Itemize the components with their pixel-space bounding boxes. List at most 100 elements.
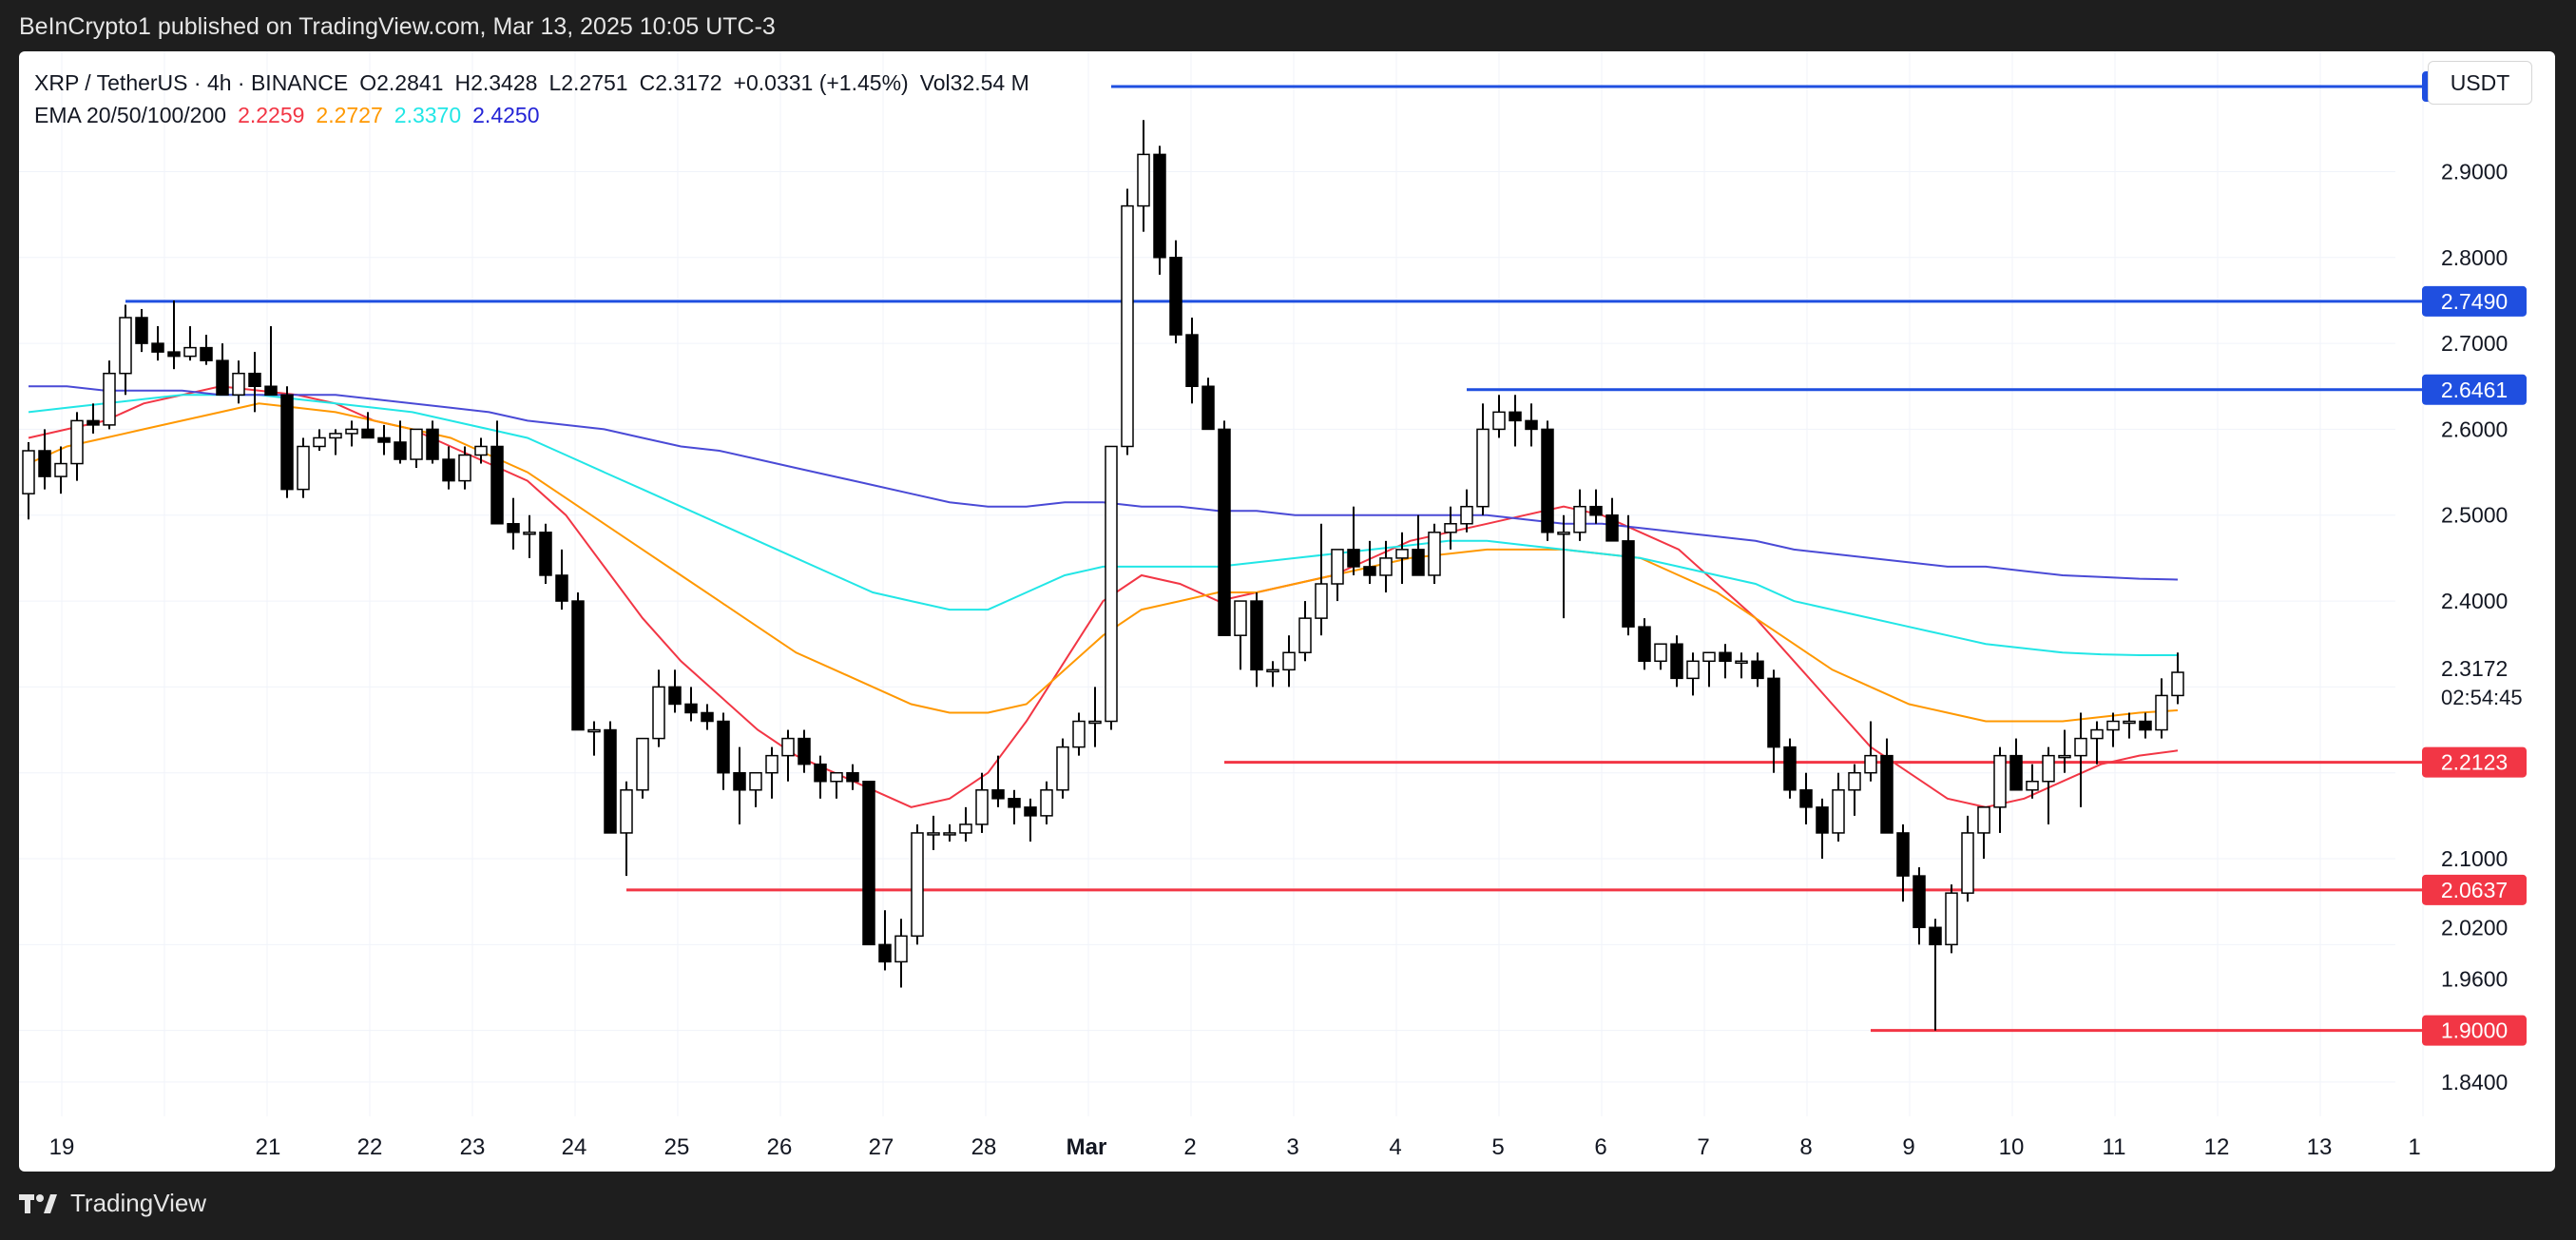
current-price-label: 2.3172 — [2441, 656, 2508, 681]
candle-up — [1702, 651, 1716, 663]
candle-down — [2009, 754, 2023, 791]
candle-up — [1654, 643, 1667, 663]
candle-up — [1282, 651, 1296, 671]
candle-up — [830, 771, 843, 783]
low-value: L2.2751 — [548, 69, 628, 95]
candle-down — [1670, 643, 1683, 680]
level-label-bg — [2422, 285, 2527, 317]
level-label-text: 2.6461 — [2441, 378, 2508, 402]
horizontal-levels — [125, 85, 2435, 1033]
support-level-label: 2.2123 — [2422, 746, 2527, 778]
high-value: H2.3428 — [454, 69, 538, 95]
currency-button[interactable]: USDT — [2428, 61, 2532, 105]
support-level-label: 1.9000 — [2422, 1015, 2527, 1046]
candle-up — [1266, 668, 1279, 673]
ema100-value: 2.3370 — [394, 102, 462, 127]
ema20-value: 2.2259 — [238, 102, 305, 127]
time-axis: 19 21 22 23 24 25 26 27 28 Mar 2 3 4 5 6 7 8 9 10 11 12 13 1 — [49, 1134, 2421, 1160]
time-tick: 6 — [1594, 1134, 1606, 1160]
candle-up — [1137, 153, 1150, 207]
candle-up — [458, 454, 471, 482]
candle-up — [1315, 583, 1328, 619]
chart-panel[interactable]: 2.9000 2.8000 2.7000 2.6000 2.5000 2.4000 2.10… — [19, 51, 2555, 1172]
candle-down — [1525, 419, 1538, 431]
candle-up — [1379, 557, 1393, 576]
candle-up — [1864, 754, 1877, 774]
candle-down — [38, 450, 51, 477]
candle-down — [862, 780, 875, 946]
candle-up — [410, 428, 423, 460]
candle-up — [2042, 754, 2055, 783]
candle-up — [943, 832, 956, 836]
candle-up — [1993, 754, 2007, 808]
candle-down — [1638, 626, 1651, 663]
candle-up — [959, 823, 972, 834]
level-label-text: 2.7490 — [2441, 289, 2508, 314]
time-tick: 3 — [1286, 1134, 1298, 1160]
time-tick: 28 — [971, 1134, 997, 1160]
support-level-label: 2.0637 — [2422, 874, 2527, 905]
candle-up — [297, 445, 310, 491]
price-chart[interactable]: 2.9000 2.8000 2.7000 2.6000 2.5000 2.4000 2.10… — [19, 51, 2555, 1172]
price-tick: 2.0200 — [2441, 915, 2508, 940]
candle-up — [1298, 617, 1312, 654]
candle-down — [2139, 720, 2152, 731]
candle-down — [151, 342, 164, 353]
candle-down — [507, 523, 520, 533]
candle-up — [474, 445, 488, 456]
ema-label: EMA 20/50/100/200 — [34, 102, 227, 127]
candle-up — [1832, 789, 1845, 834]
level-label-text: 2.0637 — [2441, 878, 2508, 902]
candle-up — [2074, 737, 2087, 757]
candle-up — [2155, 694, 2168, 731]
time-tick: 23 — [460, 1134, 486, 1160]
candle-down — [814, 763, 827, 783]
candle-up — [911, 832, 924, 938]
resistance-level-label: 2.6461 — [2422, 374, 2527, 405]
time-tick: 21 — [256, 1134, 281, 1160]
tradingview-logo-icon — [19, 1193, 57, 1213]
candle-down — [200, 346, 213, 361]
candle-down — [1201, 385, 1215, 431]
candle-down — [377, 436, 391, 443]
candle-up — [232, 372, 245, 397]
candle-up — [927, 832, 940, 836]
candle-up — [1848, 771, 1861, 791]
candle-down — [280, 394, 294, 491]
time-tick: 12 — [2204, 1134, 2230, 1160]
symbol-name: XRP / TetherUS · 4h · BINANCE — [34, 69, 349, 95]
time-tick: 25 — [664, 1134, 690, 1160]
time-tick: 26 — [767, 1134, 793, 1160]
time-tick: 2 — [1183, 1134, 1196, 1160]
time-tick: 27 — [869, 1134, 894, 1160]
candle-down — [1719, 651, 1732, 663]
candle-up — [975, 789, 989, 825]
change-value: +0.0331 (+1.45%) — [733, 69, 909, 95]
time-tick: 9 — [1902, 1134, 1914, 1160]
candle-down — [1816, 806, 1829, 834]
candle-up — [1945, 892, 1958, 946]
level-label-bg — [2422, 874, 2527, 905]
candle-up — [765, 754, 779, 774]
level-label-bg — [2422, 374, 2527, 405]
candle-down — [733, 771, 746, 791]
candle-up — [2123, 720, 2136, 725]
time-tick: 22 — [357, 1134, 383, 1160]
candle-down — [1412, 549, 1425, 576]
candle-up — [1977, 806, 1990, 834]
price-tick: 2.8000 — [2441, 245, 2508, 270]
candle-up — [1444, 523, 1457, 533]
time-tick: 5 — [1491, 1134, 1504, 1160]
candle-up — [1460, 505, 1473, 525]
level-label-bg — [2422, 1015, 2527, 1046]
bottom-bar — [0, 1172, 2576, 1240]
price-axis: 2.9000 2.8000 2.7000 2.6000 2.5000 2.4000 2.10… — [2441, 159, 2523, 1094]
candle-down — [1896, 832, 1910, 877]
candle-up — [620, 789, 633, 834]
level-label-text: 1.9000 — [2441, 1018, 2508, 1043]
candle-up — [2058, 754, 2071, 759]
price-tick: 1.8400 — [2441, 1070, 2508, 1095]
candle-down — [216, 359, 229, 397]
candle-up — [1686, 660, 1700, 680]
tradingview-logo[interactable]: TradingView — [19, 1189, 206, 1218]
